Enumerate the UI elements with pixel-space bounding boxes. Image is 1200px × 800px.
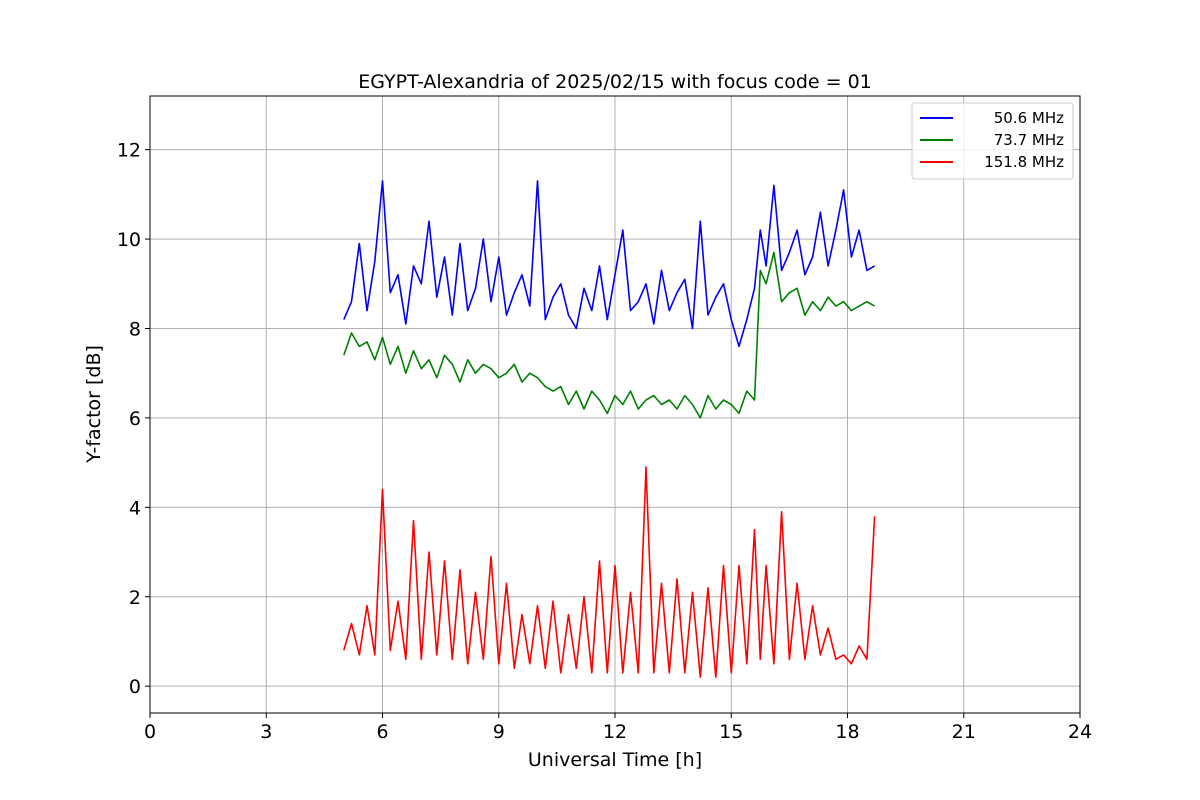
chart-title: EGYPT-Alexandria of 2025/02/15 with focu… xyxy=(358,71,872,93)
x-tick-label: 9 xyxy=(493,721,505,743)
series-line-3 xyxy=(343,466,876,679)
legend-label: 151.8 MHz xyxy=(984,153,1064,171)
grid-layer xyxy=(149,96,1081,713)
y-tick-label: 8 xyxy=(129,318,141,340)
legend-label: 50.6 MHz xyxy=(994,109,1064,127)
y-axis-label: Y-factor [dB] xyxy=(83,345,105,464)
x-tick-label: 15 xyxy=(719,721,743,743)
x-tick-label: 0 xyxy=(144,721,156,743)
legend-label: 73.7 MHz xyxy=(994,131,1064,149)
y-tick-label: 12 xyxy=(117,140,141,162)
series-line-2 xyxy=(343,251,875,419)
x-tick-label: 3 xyxy=(260,721,272,743)
y-tick-label: 2 xyxy=(129,587,141,609)
x-tick-label: 18 xyxy=(835,721,859,743)
y-tick-label: 10 xyxy=(117,229,141,251)
series-layer xyxy=(343,180,876,679)
x-tick-label: 24 xyxy=(1068,721,1092,743)
legend: 50.6 MHz 73.7 MHz 151.8 MHz xyxy=(911,102,1074,180)
x-tick-label: 12 xyxy=(603,721,627,743)
x-axis-label: Universal Time [h] xyxy=(528,749,702,771)
y-tick-label: 0 xyxy=(129,676,141,698)
x-tick-label: 21 xyxy=(952,721,976,743)
legend-box xyxy=(911,102,1074,180)
series-line-1 xyxy=(343,180,876,348)
y-tick-label: 6 xyxy=(129,408,141,430)
y-tick-label: 4 xyxy=(129,497,141,519)
x-tick-label: 6 xyxy=(376,721,388,743)
